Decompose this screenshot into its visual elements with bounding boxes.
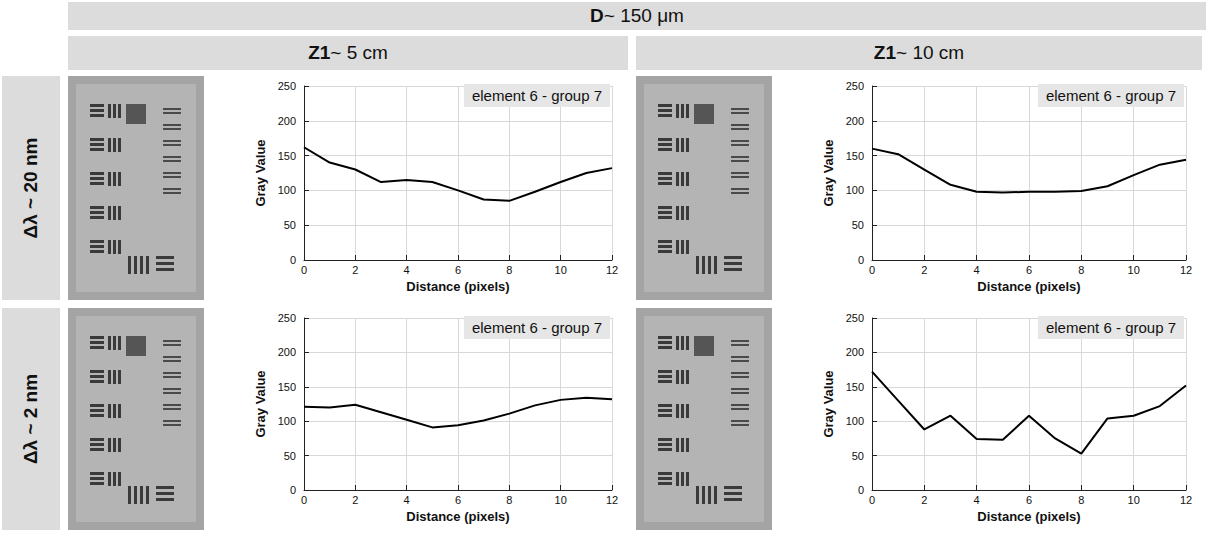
- svg-text:150: 150: [278, 381, 296, 393]
- svg-text:0: 0: [858, 254, 864, 266]
- svg-text:100: 100: [278, 184, 296, 196]
- svg-text:2: 2: [352, 494, 358, 506]
- svg-text:0: 0: [869, 264, 875, 276]
- svg-text:150: 150: [846, 150, 864, 162]
- svg-text:2: 2: [352, 264, 358, 276]
- svg-text:12: 12: [606, 494, 618, 506]
- svg-text:50: 50: [852, 219, 864, 231]
- html-text:D ~ 150 μm: D ~ 150 μm: [590, 5, 684, 26]
- svg-text:6: 6: [1026, 494, 1032, 506]
- svg-text:element 6 - group 7: element 6 - group 7: [1046, 319, 1176, 336]
- svg-text:10: 10: [1128, 494, 1140, 506]
- html-text:Z1 ~ 5 cm: Z1 ~ 5 cm: [308, 42, 388, 63]
- svg-text:12: 12: [1180, 494, 1192, 506]
- svg-text:6: 6: [455, 264, 461, 276]
- svg-text:element 6 - group 7: element 6 - group 7: [472, 319, 602, 336]
- svg-text:2: 2: [921, 264, 927, 276]
- svg-text:Distance (pixels): Distance (pixels): [406, 279, 509, 294]
- svg-text:100: 100: [846, 415, 864, 427]
- svg-text:0: 0: [290, 254, 296, 266]
- svg-text:8: 8: [506, 494, 512, 506]
- svg-text:0: 0: [301, 494, 307, 506]
- svg-text:element 6 - group 7: element 6 - group 7: [1046, 87, 1176, 104]
- svg-text:Gray Value: Gray Value: [253, 139, 268, 206]
- svg-text:2: 2: [921, 494, 927, 506]
- svg-text:8: 8: [506, 264, 512, 276]
- svg-text:0: 0: [301, 264, 307, 276]
- svg-text:200: 200: [846, 115, 864, 127]
- svg-text:0: 0: [290, 484, 296, 496]
- svg-text:250: 250: [846, 312, 864, 324]
- svg-text:Distance (pixels): Distance (pixels): [977, 279, 1080, 294]
- svg-text:250: 250: [278, 80, 296, 92]
- svg-text:12: 12: [606, 264, 618, 276]
- svg-text:4: 4: [404, 264, 410, 276]
- svg-text:50: 50: [852, 450, 864, 462]
- svg-text:6: 6: [455, 494, 461, 506]
- svg-text:200: 200: [278, 346, 296, 358]
- svg-text:50: 50: [284, 450, 296, 462]
- html-text:Δλ ~ 2 nm: Δλ ~ 2 nm: [20, 373, 41, 465]
- svg-text:250: 250: [846, 80, 864, 92]
- svg-text:4: 4: [404, 494, 410, 506]
- svg-text:250: 250: [278, 312, 296, 324]
- svg-text:100: 100: [278, 415, 296, 427]
- svg-text:8: 8: [1078, 494, 1084, 506]
- svg-text:4: 4: [974, 264, 980, 276]
- svg-text:0: 0: [858, 484, 864, 496]
- html-text:Z1 ~ 10 cm: Z1 ~ 10 cm: [873, 42, 965, 63]
- svg-text:100: 100: [846, 184, 864, 196]
- svg-text:150: 150: [846, 381, 864, 393]
- svg-text:Gray Value: Gray Value: [821, 370, 836, 437]
- svg-text:4: 4: [974, 494, 980, 506]
- svg-text:Distance (pixels): Distance (pixels): [406, 509, 509, 524]
- svg-text:Gray Value: Gray Value: [253, 370, 268, 437]
- svg-text:200: 200: [278, 115, 296, 127]
- svg-text:50: 50: [284, 219, 296, 231]
- svg-text:element 6 - group 7: element 6 - group 7: [472, 87, 602, 104]
- svg-text:Gray Value: Gray Value: [821, 139, 836, 206]
- svg-text:10: 10: [555, 494, 567, 506]
- svg-text:8: 8: [1078, 264, 1084, 276]
- html-text:Δλ ~ 20 nm: Δλ ~ 20 nm: [20, 137, 41, 239]
- svg-text:6: 6: [1026, 264, 1032, 276]
- svg-text:Distance (pixels): Distance (pixels): [977, 509, 1080, 524]
- svg-text:150: 150: [278, 150, 296, 162]
- svg-text:0: 0: [869, 494, 875, 506]
- svg-text:10: 10: [1128, 264, 1140, 276]
- svg-text:10: 10: [555, 264, 567, 276]
- svg-text:12: 12: [1180, 264, 1192, 276]
- svg-text:200: 200: [846, 346, 864, 358]
